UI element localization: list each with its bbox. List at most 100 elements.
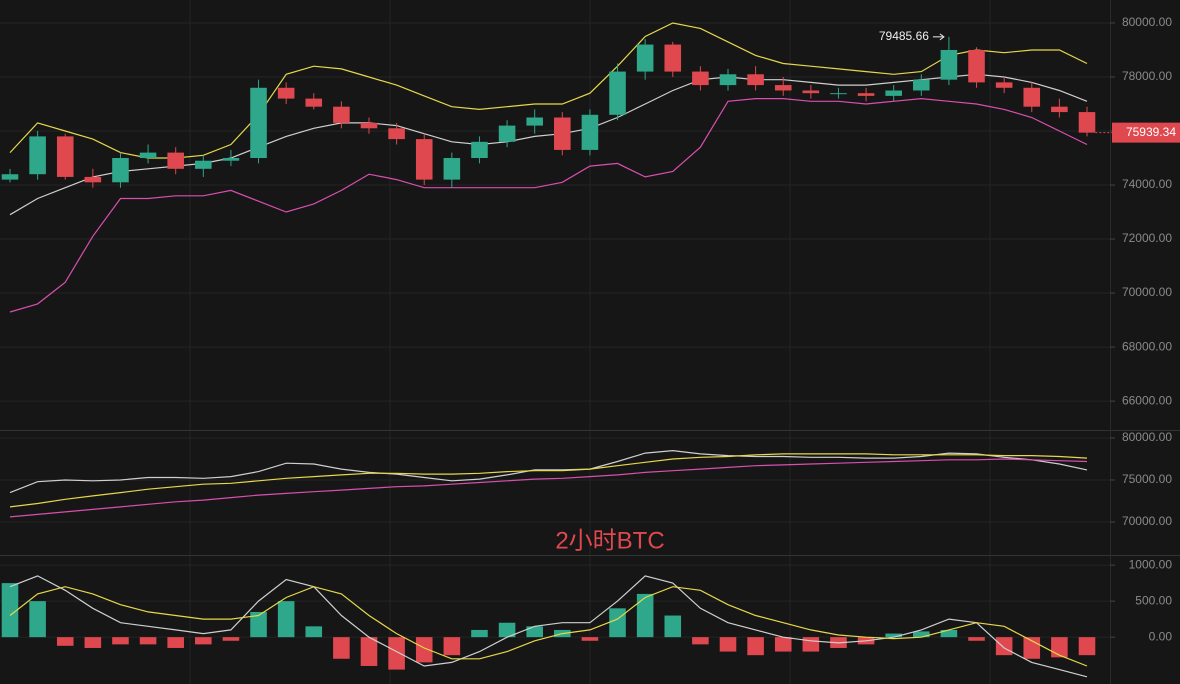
macd-bar — [498, 622, 516, 638]
candle-body — [305, 98, 323, 107]
y-tick-label: 66000.00 — [1122, 393, 1172, 407]
macd-bar — [995, 637, 1013, 656]
macd-bar — [277, 601, 295, 638]
y-tick-label: 0.00 — [1149, 629, 1173, 643]
candle-body — [1078, 112, 1096, 133]
candle-body — [443, 158, 461, 180]
macd-bar — [885, 633, 902, 638]
y-tick-label: 70000.00 — [1122, 514, 1172, 528]
macd-bar — [222, 637, 240, 641]
high-arrow-head — [939, 33, 945, 41]
y-tick-label: 1000.00 — [1129, 557, 1173, 571]
macd-bar — [167, 637, 184, 648]
candle-body — [415, 139, 433, 180]
candle-body — [664, 44, 682, 72]
macd-bar — [84, 637, 102, 648]
indicator-line — [9, 22, 1088, 159]
macd-bar — [1051, 637, 1068, 658]
candle-body — [830, 93, 847, 95]
candle-body — [112, 158, 129, 183]
candle-body — [139, 152, 157, 159]
indicator-line — [9, 575, 1088, 678]
macd-bar — [913, 631, 930, 638]
candle-body — [333, 106, 350, 123]
candle-body — [554, 117, 571, 150]
candle-body — [29, 136, 46, 175]
macd-bar — [388, 637, 405, 670]
macd-bar — [636, 593, 654, 638]
candle-body — [968, 49, 985, 83]
indicator-line — [9, 453, 1088, 508]
y-tick-label: 78000.00 — [1122, 69, 1172, 83]
indicator-line — [9, 586, 1088, 667]
y-tick-label: 80000.00 — [1122, 430, 1172, 444]
candle-body — [1051, 106, 1068, 113]
macd-bar — [581, 637, 599, 641]
candle-body — [360, 122, 378, 129]
y-tick-label: 70000.00 — [1122, 285, 1172, 299]
candle-body — [774, 85, 792, 91]
candle-body — [609, 71, 626, 115]
macd-bar — [305, 626, 323, 638]
y-tick-label: 68000.00 — [1122, 339, 1172, 353]
macd-bar — [333, 637, 350, 659]
macd-bar — [747, 637, 764, 656]
candle-body — [719, 74, 737, 86]
candle-body — [747, 74, 764, 86]
candle-body — [250, 87, 267, 159]
macd-bar — [360, 637, 378, 666]
macd-bar — [1078, 637, 1096, 656]
macd-bar — [29, 601, 46, 638]
indicator-line — [9, 97, 1088, 313]
watermark-title: 2小时BTC — [555, 527, 664, 554]
macd-bar — [526, 626, 543, 638]
macd-bar — [415, 637, 433, 663]
candle-body — [526, 117, 543, 126]
last-price-label: 75939.34 — [1126, 125, 1176, 139]
macd-bar — [443, 637, 461, 656]
macd-bar — [250, 611, 267, 638]
candle-body — [1023, 87, 1041, 107]
macd-bar — [112, 637, 129, 645]
candle-body — [56, 136, 74, 177]
macd-bar — [471, 629, 488, 638]
indicator-line — [9, 449, 1088, 494]
candle-body — [857, 93, 875, 96]
candle-body — [913, 79, 930, 91]
candle-body — [167, 152, 184, 169]
candle-body — [84, 176, 102, 183]
candle-body — [195, 160, 212, 169]
macd-bar — [968, 637, 985, 641]
candle-body — [222, 158, 240, 161]
candle-body — [636, 44, 654, 72]
candle-body — [995, 82, 1013, 88]
macd-bar — [139, 637, 157, 645]
macd-bar — [1, 583, 19, 638]
indicator-line — [9, 73, 1088, 216]
candle-body — [388, 128, 405, 140]
y-tick-label: 75000.00 — [1122, 472, 1172, 486]
candle-body — [802, 90, 820, 94]
candle-body — [498, 125, 516, 142]
candle-body — [581, 114, 599, 150]
y-tick-label: 500.00 — [1135, 593, 1172, 607]
candle-body — [940, 49, 958, 80]
indicator-line — [9, 458, 1088, 518]
macd-bar — [195, 637, 212, 645]
candle-body — [277, 87, 295, 99]
macd-bar — [664, 615, 682, 638]
high-label: 79485.66 — [879, 29, 929, 43]
macd-bar — [774, 637, 792, 652]
macd-bar — [692, 637, 709, 645]
macd-bar — [56, 637, 74, 646]
macd-bar — [802, 637, 820, 652]
macd-bar — [609, 608, 626, 638]
candle-body — [471, 141, 488, 159]
macd-bar — [719, 637, 737, 652]
candle-body — [1, 174, 19, 180]
y-tick-label: 74000.00 — [1122, 177, 1172, 191]
last-price-box — [1112, 122, 1180, 143]
candle-body — [885, 90, 902, 96]
